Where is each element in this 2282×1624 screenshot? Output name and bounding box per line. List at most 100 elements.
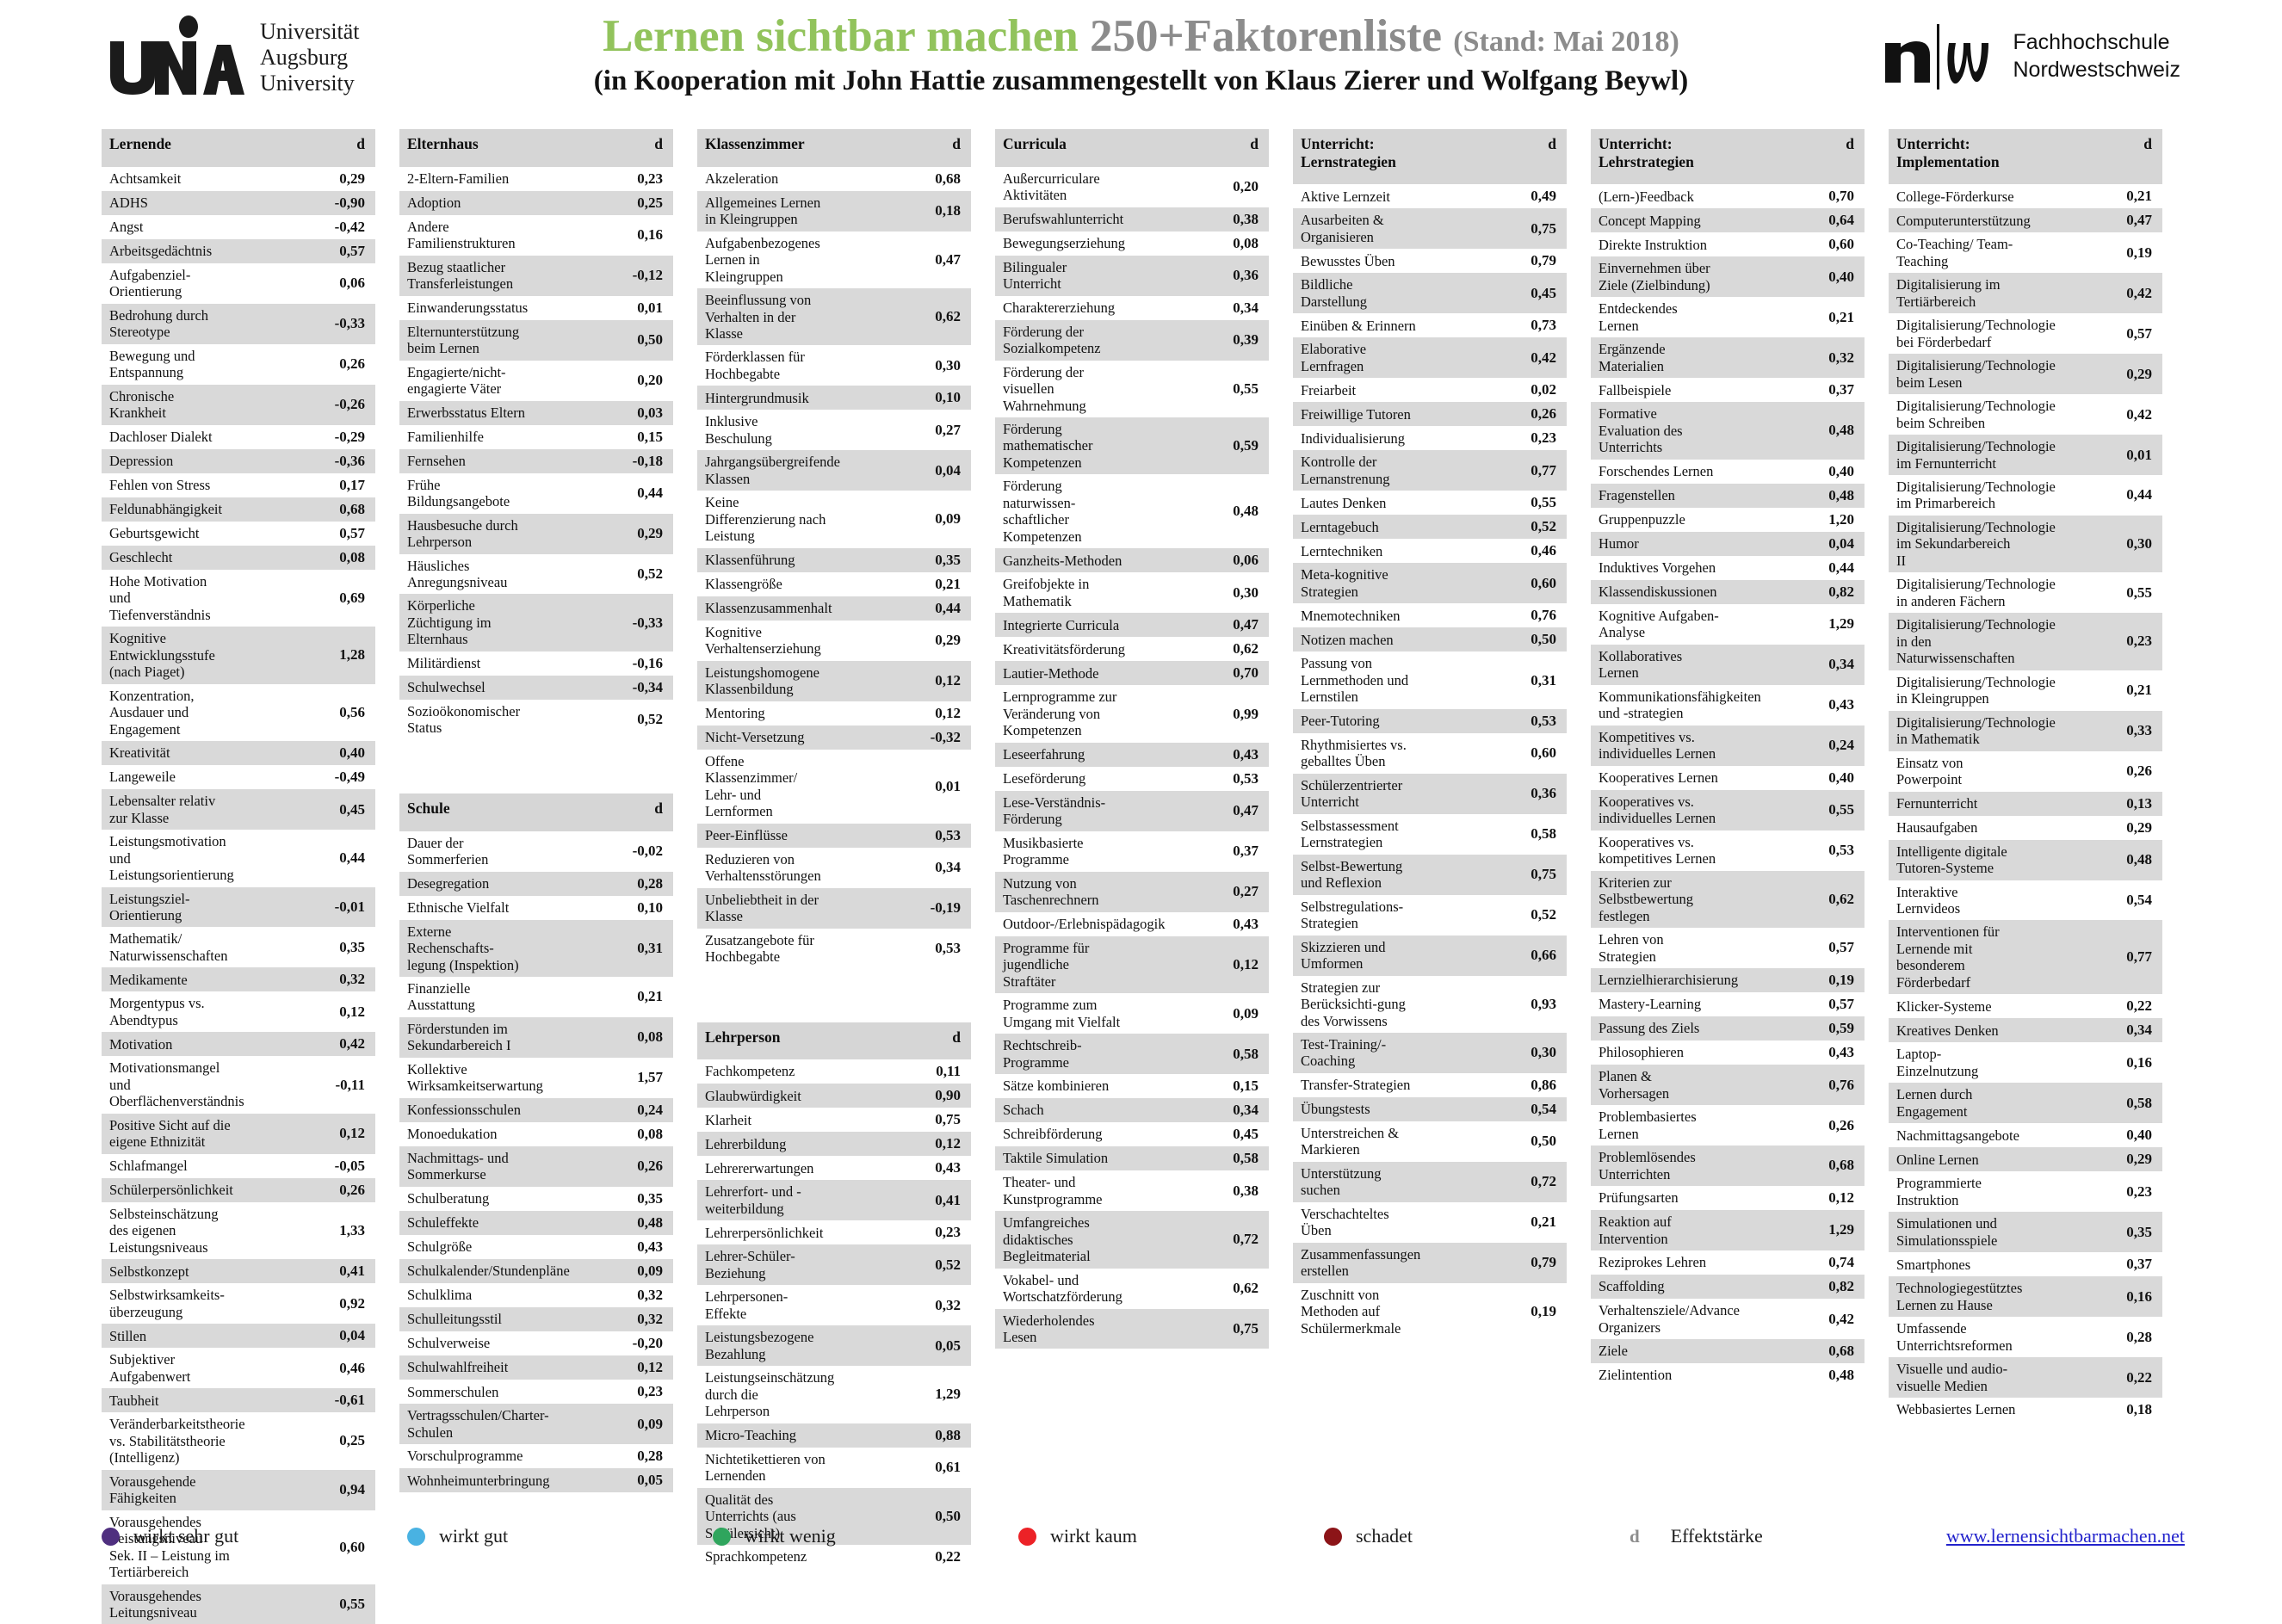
effect-size-value: 0,58 bbox=[2025, 1083, 2162, 1123]
effect-size-value: 0,08 bbox=[238, 546, 375, 570]
factor-label: Ziele bbox=[1591, 1339, 1728, 1363]
effect-size-value: 0,12 bbox=[1132, 936, 1269, 993]
effect-size-value: -0,33 bbox=[238, 304, 375, 344]
factor-label: Elaborative Lernfragen bbox=[1293, 337, 1430, 378]
factor-label: Kompetitives vs. individuelles Lernen bbox=[1591, 726, 1728, 766]
effect-size-value: 0,42 bbox=[2025, 273, 2162, 313]
factor-label: Vorausgehende Fähigkeiten bbox=[102, 1470, 238, 1510]
factor-label: Kognitive Entwicklungsstufe (nach Piaget… bbox=[102, 627, 238, 683]
factor-label: Unterstreichen & Markieren bbox=[1293, 1121, 1430, 1162]
effect-size-value: 0,23 bbox=[834, 1220, 971, 1244]
factor-label: Schulklima bbox=[399, 1283, 536, 1307]
legend-dot-icon bbox=[102, 1528, 120, 1546]
effect-size-value: 0,22 bbox=[2025, 1357, 2162, 1398]
effect-size-value: 0,18 bbox=[834, 191, 971, 232]
factor-label: Achtsamkeit bbox=[102, 167, 238, 191]
effect-size-value: 0,32 bbox=[1728, 337, 1865, 378]
effect-size-value: 0,32 bbox=[238, 967, 375, 991]
effect-size-value: 0,75 bbox=[834, 1108, 971, 1132]
factor-label: Langeweile bbox=[102, 765, 238, 789]
factor-label: Mnemotechniken bbox=[1293, 603, 1430, 627]
table-row: Veränderbarkeitstheorie vs. Stabilitätst… bbox=[102, 1412, 375, 1469]
factor-label: Erwerbsstatus Eltern bbox=[399, 401, 536, 425]
effect-size-value: -0,34 bbox=[536, 676, 673, 700]
factor-label: Transfer-Strategien bbox=[1293, 1073, 1430, 1097]
table-row: Angst-0,42 bbox=[102, 215, 375, 239]
factor-label: Vorschulprogramme bbox=[399, 1444, 536, 1468]
effect-size-value: 0,15 bbox=[1132, 1074, 1269, 1098]
effect-size-value: 0,12 bbox=[834, 661, 971, 701]
factor-label: Kollektive Wirksamkeitserwartung bbox=[399, 1058, 536, 1098]
factor-label: Peer-Einflüsse bbox=[697, 824, 834, 848]
factor-label: Webbasiertes Lernen bbox=[1889, 1398, 2025, 1422]
effect-size-value: 0,25 bbox=[536, 191, 673, 215]
factor-label: Konzentration, Ausdauer und Engagement bbox=[102, 684, 238, 741]
factor-label: Depression bbox=[102, 449, 238, 473]
factor-label: Dauer der Sommerferien bbox=[399, 831, 536, 872]
factor-label: Kontrolle der Lernanstrenung bbox=[1293, 450, 1430, 491]
effect-size-value: 0,01 bbox=[536, 296, 673, 320]
factor-label: Leistungsmotivation und Leistungsorienti… bbox=[102, 830, 238, 886]
factor-label: Einsatz von Powerpoint bbox=[1889, 751, 2025, 792]
legend-dot-icon bbox=[407, 1528, 425, 1546]
factor-label: Selbstassessment Lernstrategien bbox=[1293, 814, 1430, 855]
factor-label: Glaubwürdigkeit bbox=[697, 1084, 834, 1108]
table-row: Digitalisierung/Technologie beim Schreib… bbox=[1889, 394, 2162, 435]
factor-label: Förderung naturwissen-schaftlicher Kompe… bbox=[995, 474, 1132, 548]
factor-label: Digitalisierung/Technologie im Fernunter… bbox=[1889, 435, 2025, 475]
website-link[interactable]: www.lernensichtbarmachen.net bbox=[1946, 1525, 2185, 1547]
factor-label: Bilingualer Unterricht bbox=[995, 256, 1132, 296]
factor-label: Leseförderung bbox=[995, 767, 1132, 791]
factor-label: 2-Eltern-Familien bbox=[399, 167, 536, 191]
table-row: Taubheit-0,61 bbox=[102, 1388, 375, 1412]
effect-size-value: 0,26 bbox=[238, 344, 375, 385]
effect-size-value: 0,64 bbox=[1728, 208, 1865, 232]
factor-label: Elternunterstützung beim Lernen bbox=[399, 320, 536, 361]
effect-size-value: 0,42 bbox=[1430, 337, 1567, 378]
factor-label: Offene Klassenzimmer/ Lehr- und Lernform… bbox=[697, 750, 834, 824]
effect-size-value: 0,50 bbox=[536, 320, 673, 361]
table-row: Bedrohung durch Stereotype-0,33 bbox=[102, 304, 375, 344]
effect-size-value: 0,48 bbox=[1728, 402, 1865, 459]
effect-size-value: 0,12 bbox=[834, 1132, 971, 1156]
fhnw-line-1: Fachhochschule bbox=[2013, 28, 2180, 56]
factor-label: ADHS bbox=[102, 191, 238, 215]
effect-size-column-header: d bbox=[1430, 129, 1567, 184]
table-title: Lernende bbox=[102, 129, 238, 167]
table-title: Unterricht: Lehrstrategien bbox=[1591, 129, 1728, 184]
factor-label: Aktive Lernzeit bbox=[1293, 184, 1430, 208]
effect-size-value: 0,12 bbox=[536, 1355, 673, 1380]
